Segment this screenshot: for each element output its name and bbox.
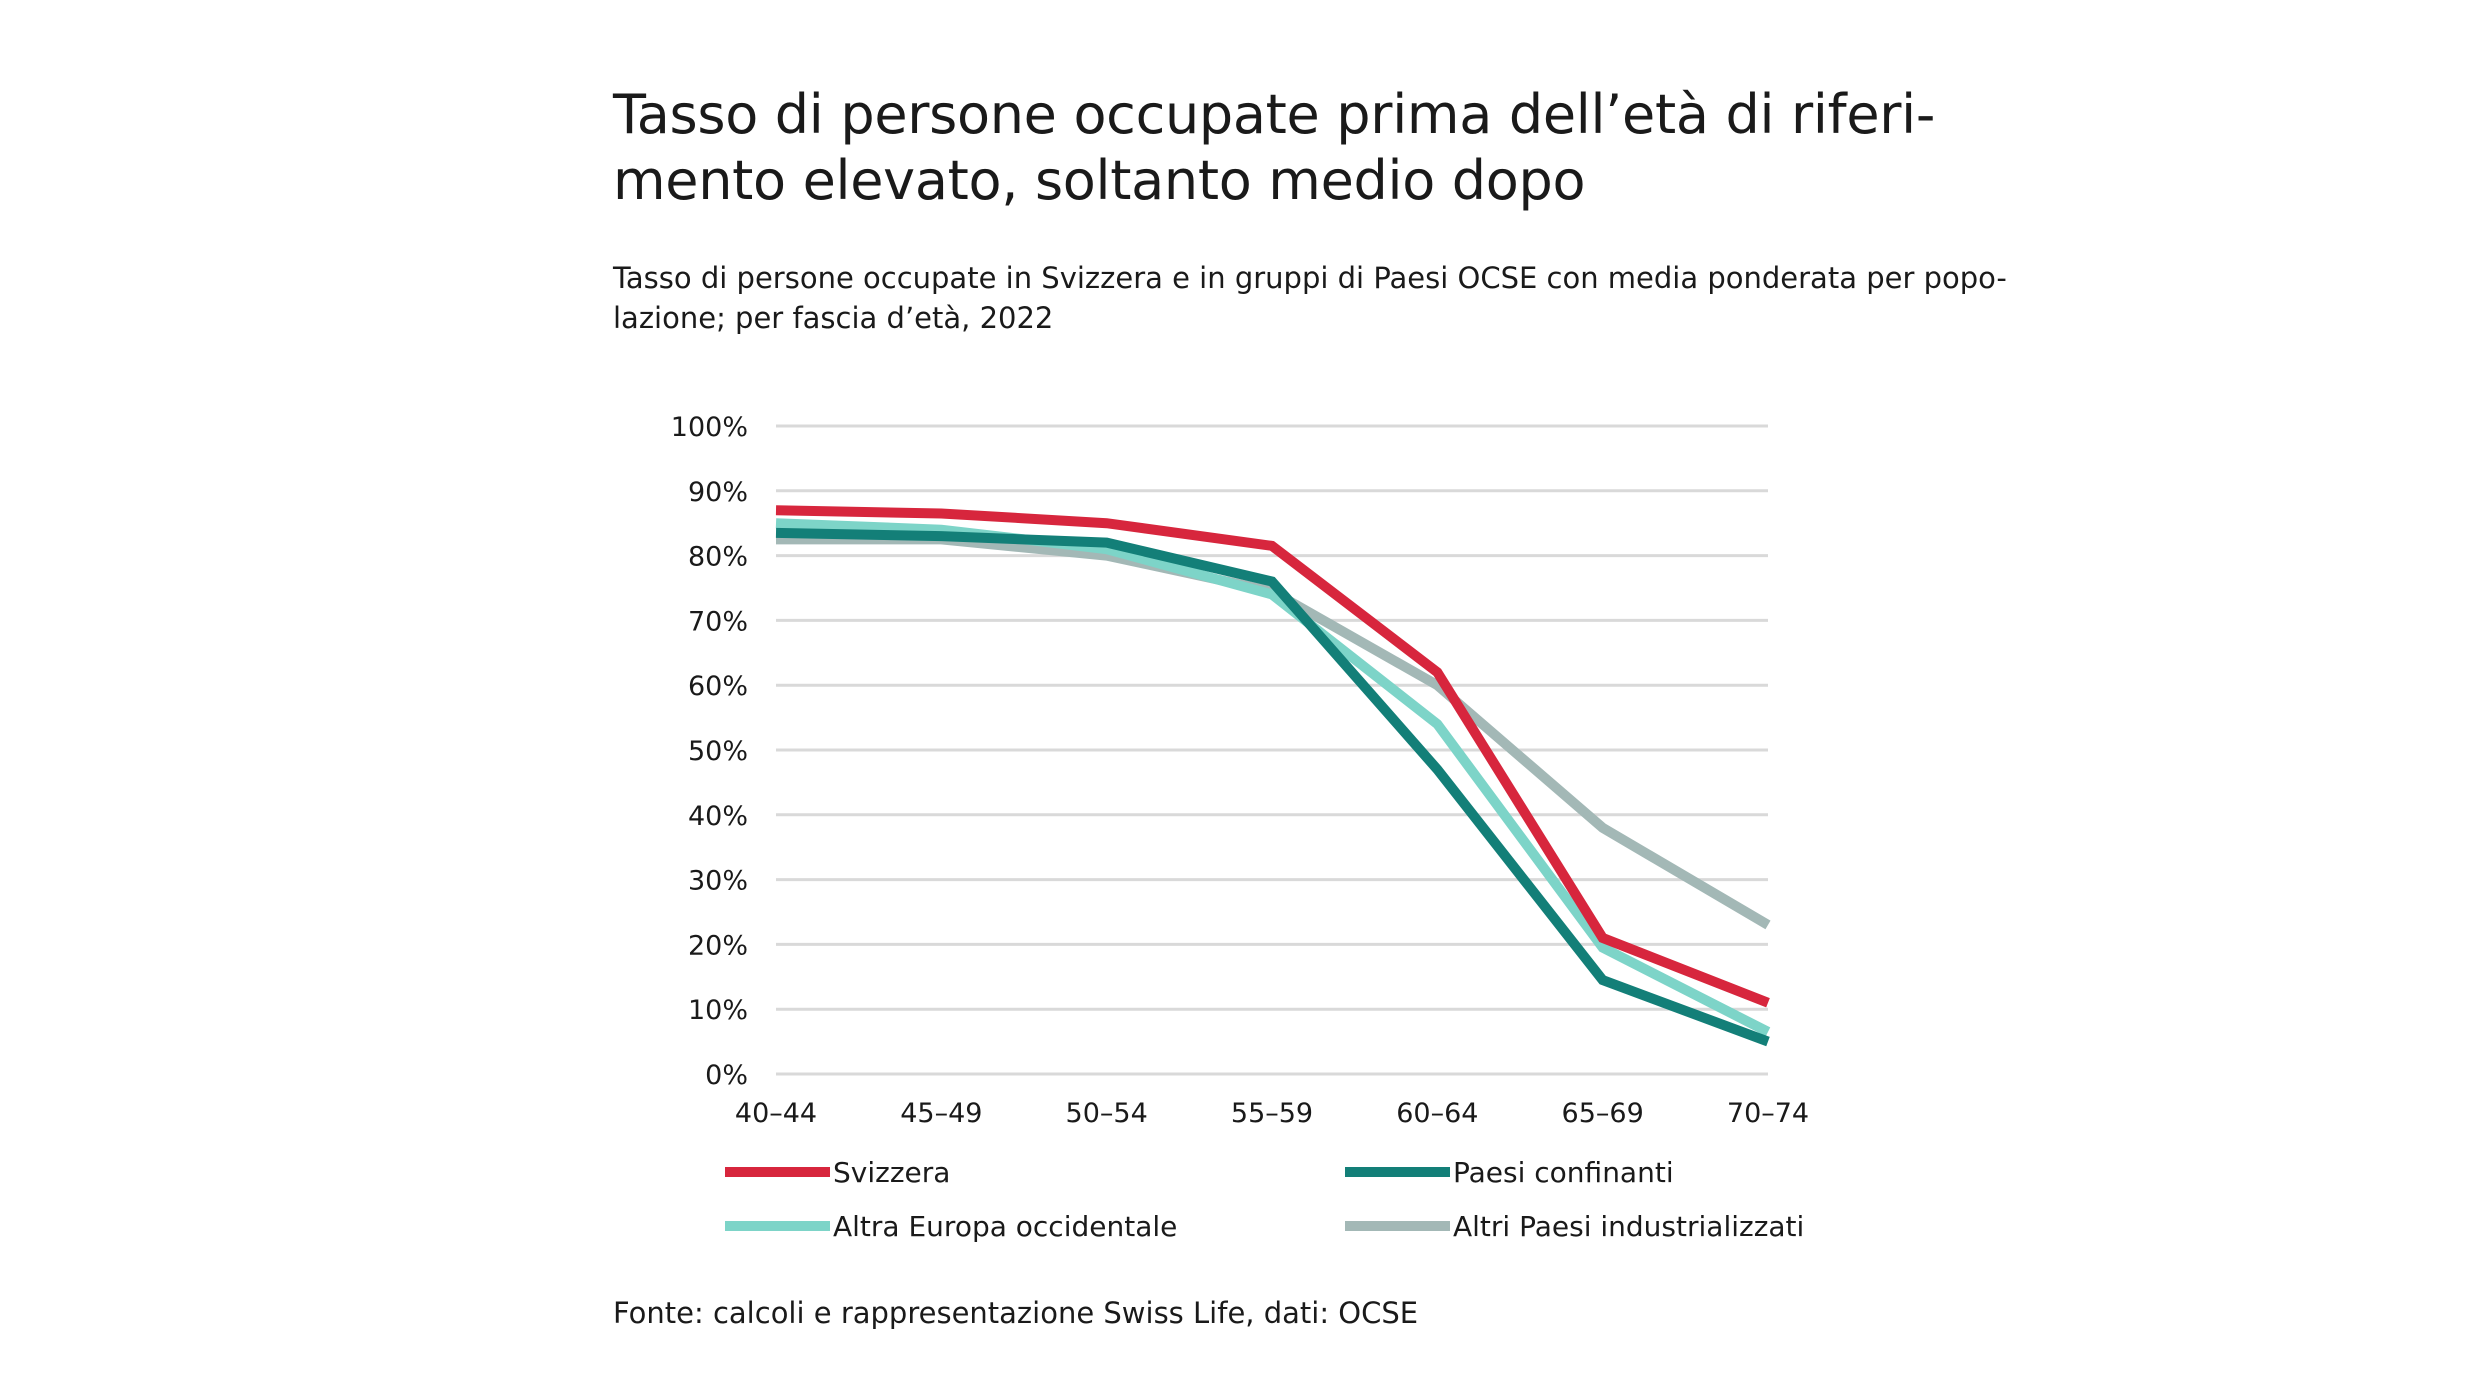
series-lines xyxy=(775,505,1771,1047)
x-axis-ticks: 40–44 45–49 50–54 55–59 60–64 65–69 70–74 xyxy=(735,1098,1809,1129)
y-tick-label: 70% xyxy=(688,606,748,637)
chart-subtitle-line-1: Tasso di persone occupate in Svizzera e … xyxy=(613,261,2007,295)
y-tick-label: 100% xyxy=(671,412,748,443)
y-tick-label: 30% xyxy=(688,866,748,897)
x-tick-label: 50–54 xyxy=(1066,1098,1148,1129)
y-axis-ticks: 0% 10% 20% 30% 40% 50% 60% 70% 80% 90% 100% xyxy=(671,412,748,1091)
y-tick-label: 0% xyxy=(705,1060,748,1091)
legend-label: Paesi confinanti xyxy=(1453,1156,1674,1189)
y-tick-label: 60% xyxy=(688,671,748,702)
y-tick-label: 20% xyxy=(688,930,748,961)
x-tick-label: 60–64 xyxy=(1396,1098,1478,1129)
legend: Svizzera Paesi confinanti Altra Europa occ… xyxy=(725,1156,1804,1243)
legend-label: Altra Europa occidentale xyxy=(833,1210,1177,1243)
chart-title: Tasso di persone occupate prima dell’età… xyxy=(613,82,1936,214)
y-tick-label: 50% xyxy=(688,736,748,767)
chart-title-line-1: Tasso di persone occupate prima dell’età… xyxy=(613,83,1936,146)
chart-subtitle: Tasso di persone occupate in Svizzera e … xyxy=(613,258,2013,338)
x-tick-label: 45–49 xyxy=(900,1098,982,1129)
source-note: Fonte: calcoli e rappresentazione Swiss … xyxy=(613,1296,1419,1330)
x-tick-label: 40–44 xyxy=(735,1098,817,1129)
chart-title-line-2: mento elevato, soltanto medio dopo xyxy=(613,149,1586,212)
x-tick-label: 65–69 xyxy=(1562,1098,1644,1129)
legend-label: Svizzera xyxy=(833,1156,950,1189)
grid-lines xyxy=(776,424,1768,1076)
x-tick-label: 70–74 xyxy=(1727,1098,1809,1129)
series-line xyxy=(775,518,1771,1037)
y-tick-label: 90% xyxy=(688,477,748,508)
series-line xyxy=(775,527,1770,1047)
series-line xyxy=(775,505,1770,1008)
chart-subtitle-line-2: lazione; per fascia d’età, 2022 xyxy=(613,301,1054,335)
legend-label: Altri Paesi industrializzati xyxy=(1453,1210,1804,1243)
y-tick-label: 40% xyxy=(688,801,748,832)
y-tick-label: 10% xyxy=(688,995,748,1026)
y-tick-label: 80% xyxy=(688,542,748,573)
x-tick-label: 55–59 xyxy=(1231,1098,1313,1129)
